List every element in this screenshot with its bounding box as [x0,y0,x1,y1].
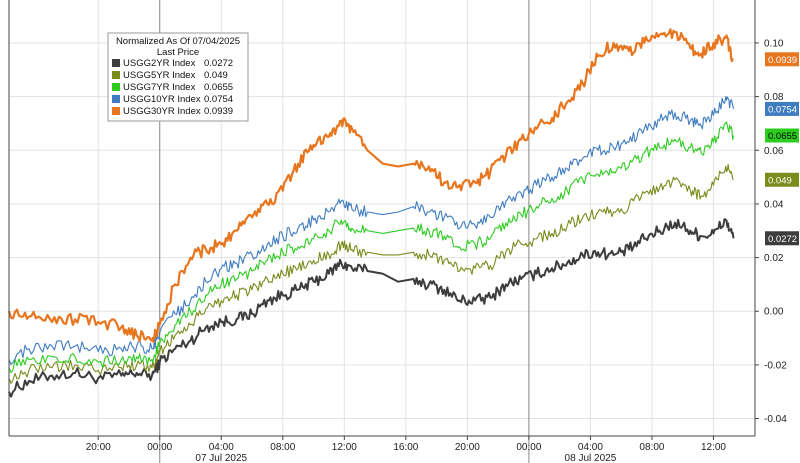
legend-series-value: 0.0272 [204,58,233,69]
end-label-value: 0.0272 [768,234,797,245]
x-axis: 20:00 00:00 04:00 08:00 12:00 16:00 20:00 00:00… [8,0,755,463]
legend-swatch [112,83,120,91]
end-label-box [765,101,799,116]
y-axis: 0.10 0.08 0.06 0.04 0.02 0.00 -0.02 -0.04 [754,0,787,436]
x-tick-label: 08:00 [270,442,295,453]
y-tick-label: 0.08 [764,92,784,103]
y-tick-label: 0.10 [764,38,784,49]
x-date-label: 08 Jul 2025 [565,453,617,463]
x-tick-label: 00:00 [147,442,172,453]
end-label-value: 0.0754 [768,104,797,115]
end-labels: 0.0272 0.049 0.0655 0.0754 0.0939 [765,52,799,246]
y-tick-label: 0.04 [764,199,784,210]
end-label-value: 0.049 [768,175,792,186]
legend-swatch [112,59,120,67]
x-tick-label: 20:00 [455,442,480,453]
legend-title: Normalized As Of 07/04/2025 [116,36,240,47]
end-label-value: 0.0655 [768,131,797,142]
x-tick-label: 04:00 [578,442,603,453]
x-tick-label: 12:00 [701,442,726,453]
series-line-usgg10yr-index [8,96,735,365]
y-tick-label: -0.02 [764,360,787,371]
x-tick-label: 00:00 [516,442,541,453]
y-tick-label: 0.00 [764,307,784,318]
legend-box [107,32,249,122]
legend-series-name: USGG10YR Index [123,94,201,105]
legend-swatch [112,107,120,115]
x-tick-label: 08:00 [639,442,664,453]
y-tick-label: 0.06 [764,146,784,157]
y-tick-label: -0.04 [764,414,787,425]
series-line-usgg2yr-index [8,218,735,398]
legend-series-name: USGG30YR Index [123,106,201,117]
end-label-box [765,231,799,246]
legend-series-value: 0.049 [204,70,228,81]
legend-swatch [112,71,120,79]
end-label-box [765,128,799,143]
series-line-usgg5yr-index [8,163,734,384]
legend-series-name: USGG7YR Index [123,82,196,93]
x-date-label: 07 Jul 2025 [195,453,247,463]
x-tick-label: 12:00 [332,442,357,453]
x-tick-label: 20:00 [86,442,111,453]
legend-series-name: USGG2YR Index [123,58,196,69]
x-tick-label: 04:00 [209,442,234,453]
series-line-usgg30yr-index [7,28,734,343]
legend-series-name: USGG5YR Index [123,70,196,81]
series-line-usgg7yr-index [8,121,735,374]
legend-series-value: 0.0655 [204,82,233,93]
legend-series-value: 0.0754 [204,94,233,105]
legend-subtitle: Last Price [157,47,199,58]
y-tick-label: 0.02 [764,253,784,264]
end-label-value: 0.0939 [768,55,797,66]
series-lines [7,28,735,398]
legend-series-value: 0.0939 [204,106,233,117]
x-tick-label: 16:00 [393,442,418,453]
end-label-box [765,52,799,67]
legend-swatch [112,95,120,103]
end-label-box [765,172,799,187]
